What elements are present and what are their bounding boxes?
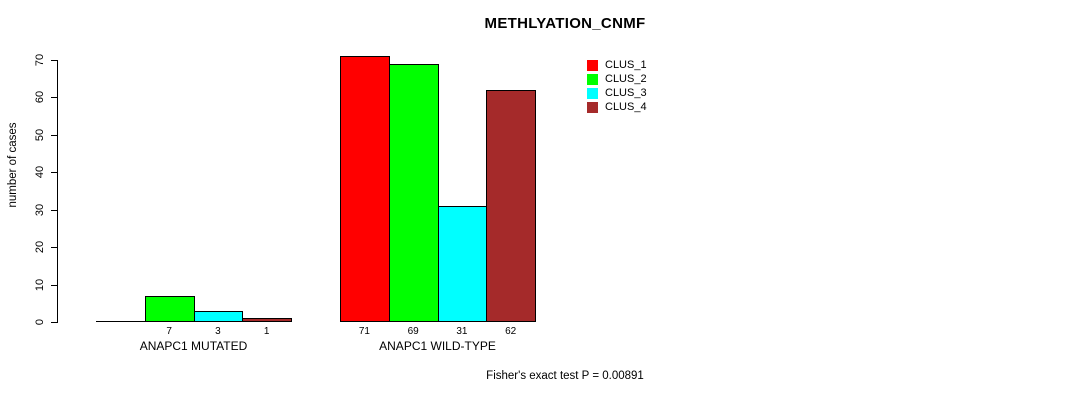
y-tick-label: 50 bbox=[34, 128, 46, 142]
fisher-test-footnote: Fisher's exact test P = 0.00891 bbox=[486, 370, 644, 382]
legend-swatch-clus-1 bbox=[587, 60, 598, 71]
bar-clus-4-anapc1-mutated bbox=[242, 318, 292, 322]
bar-clus-2-anapc1-mutated bbox=[144, 296, 195, 322]
bar-value-label: 3 bbox=[215, 326, 221, 337]
y-axis-label: number of cases bbox=[7, 122, 19, 208]
y-tick bbox=[51, 60, 58, 61]
bar-clus-2-anapc1-wild-type bbox=[388, 64, 439, 322]
y-axis-line bbox=[57, 60, 58, 323]
chart-title: METHLYATION_CNMF bbox=[484, 15, 646, 32]
legend-swatch-clus-2 bbox=[587, 74, 598, 85]
bar-value-label: 71 bbox=[358, 326, 370, 337]
y-tick-label: 0 bbox=[34, 318, 46, 326]
y-tick-label: 60 bbox=[34, 90, 46, 104]
y-tick bbox=[51, 210, 58, 211]
y-tick bbox=[51, 172, 58, 173]
group-label-anapc1-mutated: ANAPC1 MUTATED bbox=[139, 339, 248, 353]
bar-value-label: 62 bbox=[505, 326, 517, 337]
legend-label: CLUS_4 bbox=[605, 101, 647, 113]
bar-value-label: 69 bbox=[407, 326, 419, 337]
bar-clus-3-anapc1-mutated bbox=[193, 311, 244, 322]
legend-label: CLUS_2 bbox=[605, 73, 647, 85]
y-tick bbox=[51, 135, 58, 136]
bar-clus-1-anapc1-mutated bbox=[96, 321, 146, 322]
legend-swatch-clus-4 bbox=[587, 102, 598, 113]
bar-value-label: 31 bbox=[456, 326, 468, 337]
y-tick-label: 30 bbox=[34, 203, 46, 217]
legend-label: CLUS_3 bbox=[605, 87, 647, 99]
y-tick-label: 70 bbox=[34, 53, 46, 67]
y-tick-label: 40 bbox=[34, 165, 46, 179]
y-tick bbox=[51, 97, 58, 98]
legend-label: CLUS_1 bbox=[605, 59, 647, 71]
legend-swatch-clus-3 bbox=[587, 88, 598, 99]
bar-clus-1-anapc1-wild-type bbox=[340, 56, 390, 322]
y-tick-label: 20 bbox=[34, 240, 46, 254]
bar-clus-3-anapc1-wild-type bbox=[437, 206, 488, 322]
y-tick-label: 10 bbox=[34, 278, 46, 292]
bar-value-label: 7 bbox=[166, 326, 172, 337]
group-label-anapc1-wild-type: ANAPC1 WILD-TYPE bbox=[379, 339, 496, 353]
bar-clus-4-anapc1-wild-type bbox=[486, 90, 536, 322]
y-tick bbox=[51, 247, 58, 248]
y-tick bbox=[51, 285, 58, 286]
bar-value-label: 1 bbox=[263, 326, 270, 337]
y-tick bbox=[51, 322, 58, 323]
